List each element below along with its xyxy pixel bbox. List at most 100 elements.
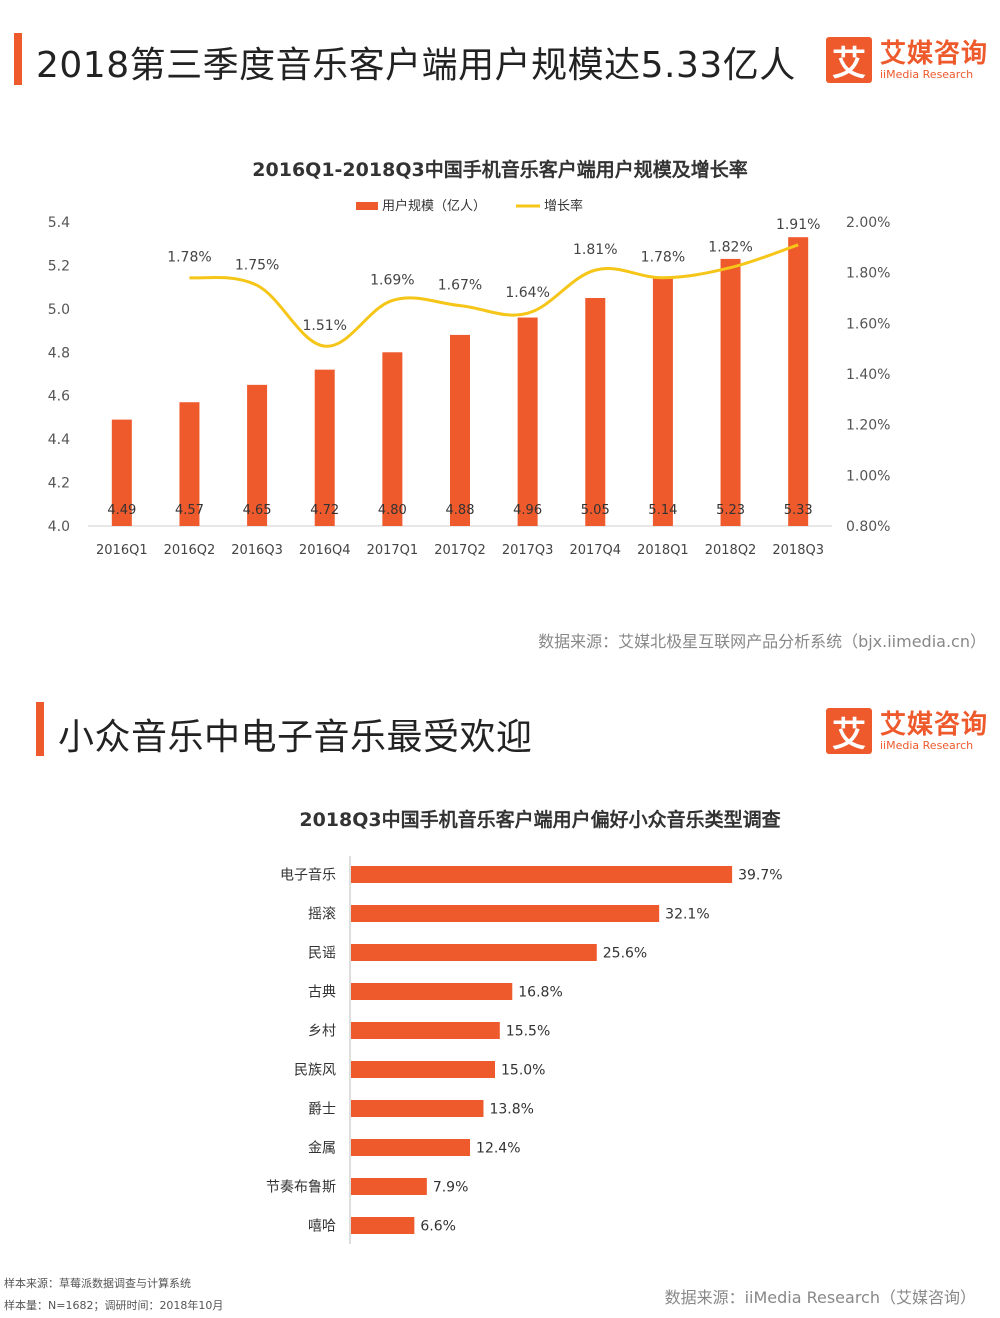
bar-value-label: 4.96 bbox=[513, 503, 542, 518]
logo-mark: 艾 bbox=[826, 37, 872, 84]
preference-bar bbox=[351, 944, 597, 961]
preference-value-label: 15.0% bbox=[501, 1063, 545, 1079]
x-tick-label: 2017Q1 bbox=[367, 543, 419, 558]
bar-user-scale bbox=[585, 298, 606, 526]
growth-rate-line bbox=[189, 243, 799, 348]
logo-bottom: 艾 艾媒咨询 iiMedia Research bbox=[826, 708, 989, 755]
y-left-tick-label: 4.4 bbox=[48, 432, 70, 448]
chart1-bar-labels: 4.49 4.57 4.65 4.72 4.80 4.88 4.96 5.05 5.14 5.23… bbox=[107, 503, 812, 518]
y-left-tick-label: 5.0 bbox=[48, 302, 70, 318]
growth-rate-label: 1.67% bbox=[438, 278, 482, 294]
section1-accent-bar bbox=[14, 33, 22, 85]
legend-bar-swatch bbox=[356, 202, 378, 210]
bar-value-label: 4.72 bbox=[310, 503, 339, 518]
preference-bar bbox=[351, 1061, 495, 1078]
bar-user-scale bbox=[314, 369, 335, 526]
chart2-value-labels: 39.7% 32.1% 25.6% 16.8% 15.5% 15.0% 13.8% 12.4%… bbox=[420, 868, 782, 1235]
x-tick-label: 2016Q2 bbox=[164, 543, 216, 558]
bar-value-label: 4.57 bbox=[175, 503, 204, 518]
y-right-tick-label: 1.00% bbox=[846, 468, 890, 484]
x-tick-label: 2018Q1 bbox=[637, 543, 689, 558]
x-tick-label: 2018Q3 bbox=[772, 543, 824, 558]
category-label: 爵士 bbox=[308, 1102, 336, 1118]
growth-rate-label: 1.91% bbox=[776, 217, 820, 233]
x-tick-label: 2017Q2 bbox=[434, 543, 486, 558]
bar-value-label: 5.05 bbox=[581, 503, 610, 518]
bar-user-scale bbox=[788, 237, 809, 526]
preference-value-label: 12.4% bbox=[476, 1141, 520, 1157]
y-left-tick-label: 4.8 bbox=[48, 345, 70, 361]
y-left-tick-label: 4.6 bbox=[48, 389, 70, 405]
logo-mark: 艾 bbox=[826, 708, 872, 755]
chart1-line-labels: 1.78% 1.75% 1.51% 1.69% 1.67% 1.64% 1.81% 1.78%… bbox=[167, 217, 820, 334]
logo-top: 艾 艾媒咨询 iiMedia Research bbox=[826, 37, 989, 84]
bar-user-scale bbox=[247, 384, 268, 526]
y-left-tick-label: 4.0 bbox=[48, 519, 70, 535]
category-label: 乡村 bbox=[308, 1024, 336, 1040]
preference-bar bbox=[351, 1022, 500, 1039]
preference-value-label: 15.5% bbox=[506, 1024, 550, 1040]
chart2-bars bbox=[351, 866, 733, 1234]
preference-value-label: 7.9% bbox=[433, 1180, 469, 1196]
bar-user-scale bbox=[382, 352, 403, 526]
preference-bar bbox=[351, 1139, 471, 1156]
category-label: 电子音乐 bbox=[280, 867, 336, 884]
chart1-bars bbox=[111, 237, 809, 526]
y-left-tick-label: 4.2 bbox=[48, 476, 70, 492]
category-label: 嘻哈 bbox=[308, 1219, 336, 1235]
logo-cn: 艾媒咨询 bbox=[880, 38, 989, 69]
y-right-tick-label: 1.40% bbox=[846, 367, 890, 383]
x-tick-label: 2018Q2 bbox=[705, 543, 757, 558]
growth-rate-label: 1.64% bbox=[505, 285, 549, 301]
y-left-tick-label: 5.2 bbox=[48, 258, 70, 274]
bar-value-label: 5.33 bbox=[784, 503, 813, 518]
x-tick-label: 2016Q1 bbox=[96, 543, 148, 558]
bar-value-label: 4.49 bbox=[107, 503, 136, 518]
growth-rate-label: 1.81% bbox=[573, 242, 617, 258]
preference-value-label: 39.7% bbox=[738, 868, 782, 884]
category-label: 古典 bbox=[308, 985, 336, 1001]
y-right-tick-label: 0.80% bbox=[846, 519, 890, 535]
x-tick-label: 2016Q4 bbox=[299, 543, 351, 558]
legend-line-label: 增长率 bbox=[544, 198, 583, 214]
logo-en: iiMedia Research bbox=[880, 67, 974, 81]
bar-user-scale bbox=[179, 402, 200, 526]
preference-bar bbox=[351, 1217, 415, 1234]
category-label: 民族风 bbox=[294, 1063, 336, 1079]
growth-rate-label: 1.51% bbox=[302, 318, 346, 334]
section2-source: 数据来源：iiMedia Research（艾媒咨询） bbox=[664, 1288, 976, 1307]
section1-source: 数据来源：艾媒北极星互联网产品分析系统（bjx.iimedia.cn） bbox=[538, 632, 986, 651]
sample-size-note: 样本量：N=1682；调研时间：2018年10月 bbox=[4, 1299, 224, 1312]
bar-value-label: 4.80 bbox=[378, 503, 407, 518]
preference-value-label: 16.8% bbox=[518, 985, 562, 1001]
legend-bar-label: 用户规模（亿人） bbox=[382, 198, 486, 214]
preference-value-label: 13.8% bbox=[489, 1102, 533, 1118]
x-tick-label: 2017Q4 bbox=[569, 543, 621, 558]
section2-title: 小众音乐中电子音乐最受欢迎 bbox=[58, 717, 533, 758]
preference-bar bbox=[351, 1178, 427, 1195]
preference-bar bbox=[351, 866, 733, 883]
chart2-title: 2018Q3中国手机音乐客户端用户偏好小众音乐类型调查 bbox=[299, 809, 781, 831]
preference-bar bbox=[351, 905, 660, 922]
chart1-y-right-axis: 0.80% 1.00% 1.20% 1.40% 1.60% 1.80% 2.00% bbox=[846, 215, 890, 535]
logo-cn: 艾媒咨询 bbox=[880, 709, 989, 740]
growth-rate-label: 1.78% bbox=[641, 250, 685, 266]
y-right-tick-label: 1.60% bbox=[846, 316, 890, 332]
bar-user-scale bbox=[652, 278, 673, 526]
x-tick-label: 2017Q3 bbox=[502, 543, 554, 558]
growth-rate-label: 1.69% bbox=[370, 273, 414, 289]
y-right-tick-label: 2.00% bbox=[846, 215, 890, 231]
bar-value-label: 5.14 bbox=[648, 503, 677, 518]
bar-value-label: 4.88 bbox=[446, 503, 475, 518]
bar-value-label: 5.23 bbox=[716, 503, 745, 518]
y-left-tick-label: 5.4 bbox=[48, 215, 70, 231]
chart1-legend: 用户规模（亿人） 增长率 bbox=[356, 198, 583, 214]
chart1-title: 2016Q1-2018Q3中国手机音乐客户端用户规模及增长率 bbox=[252, 159, 748, 181]
bar-user-scale bbox=[517, 317, 538, 526]
category-label: 民谣 bbox=[308, 946, 336, 962]
section1-title: 2018第三季度音乐客户端用户规模达5.33亿人 bbox=[36, 45, 796, 86]
chart1-svg: 用户规模（亿人） 增长率 4.0 4.2 4.4 4.6 4.8 5.0 5.2 5.4 0.… bbox=[48, 198, 891, 558]
category-label: 节奏布鲁斯 bbox=[266, 1180, 336, 1196]
category-label: 金属 bbox=[308, 1141, 336, 1157]
